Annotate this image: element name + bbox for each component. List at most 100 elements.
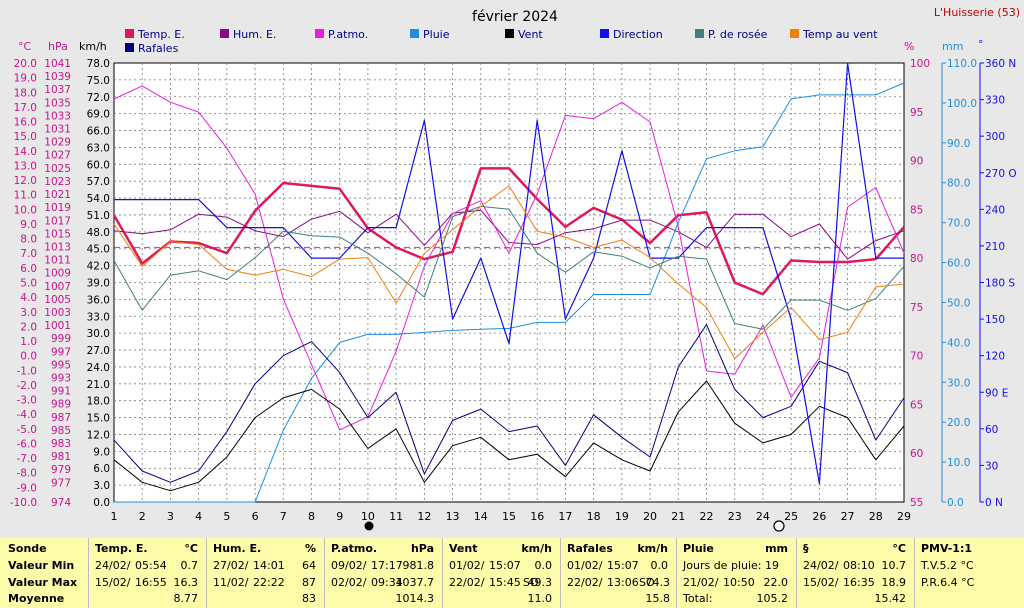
temp-tick-label: 9.0: [20, 219, 37, 231]
temp-tick-label: 19.0: [14, 73, 37, 85]
wind-tick-label: 66.0: [87, 126, 110, 138]
pressure-tick-label: 977: [51, 477, 71, 489]
temp-tick-label: -10.0: [10, 497, 37, 509]
pressure-tick-label: 987: [51, 412, 71, 424]
pressure-tick-label: 1019: [44, 202, 71, 214]
temp-tick-label: 10.0: [14, 204, 37, 216]
x-tick-label: 2: [139, 510, 146, 523]
stats-col-header: Hum. E.: [213, 542, 262, 555]
max-value: 1037.7: [395, 576, 435, 589]
min-date: 27/02/: [213, 559, 249, 572]
rain-tick-label: 100.0: [947, 98, 977, 110]
temp-axis-unit: °C: [18, 40, 32, 53]
max-value: 18.9: [881, 576, 907, 589]
pressure-tick-label: 1025: [44, 163, 71, 175]
wind-tick-label: 57.0: [87, 176, 110, 188]
min-date: 01/02/: [567, 559, 603, 572]
stats-col-header: Pluie: [683, 542, 714, 555]
temp-tick-label: 18.0: [14, 87, 37, 99]
stats-col-header: Vent: [449, 542, 478, 555]
stats-col-unit: mm: [765, 542, 788, 555]
max-value: 74.3: [645, 576, 671, 589]
min-value: 0.0: [650, 559, 669, 572]
pressure-tick-label: 989: [51, 399, 71, 411]
x-tick-label: 29: [897, 510, 911, 523]
min-value: 981.8: [402, 559, 435, 572]
new-moon-icon: [773, 520, 785, 532]
temp-tick-label: 15.0: [14, 131, 37, 143]
min-value: 10.7: [881, 559, 907, 572]
wind-tick-label: 0.0: [93, 497, 110, 509]
direction-axis-unit: °: [978, 38, 984, 51]
humidity-tick-label: 85: [910, 204, 923, 216]
pressure-tick-label: 1037: [44, 84, 71, 96]
legend-swatch: [125, 43, 134, 52]
legend-label: Vent: [518, 28, 543, 41]
avg-value: 11.0: [527, 592, 553, 605]
stats-col-rain: Pluie mm Jours de pluie: 19 21/02/ 10:50…: [677, 538, 797, 608]
max-time: 13:06: [607, 576, 639, 589]
wind-tick-label: 12.0: [87, 429, 110, 441]
direction-tick-label: 90 E: [985, 387, 1008, 399]
stats-col-header: P.atmo.: [331, 542, 378, 555]
temp-tick-label: 5.0: [20, 278, 37, 290]
rain-tick-label: 50.0: [947, 297, 970, 309]
wind-tick-label: 72.0: [87, 92, 110, 104]
pressure-tick-label: 981: [51, 451, 71, 463]
max-value: 22.0: [763, 576, 789, 589]
wind-axis-unit: km/h: [79, 40, 107, 53]
x-tick-label: 28: [869, 510, 883, 523]
x-tick-label: 7: [280, 510, 287, 523]
rain-axis-unit: mm: [942, 40, 963, 53]
stats-table: Sonde Valeur Min Valeur Max Moyenne Temp…: [0, 538, 1024, 608]
legend-label: Rafales: [138, 42, 179, 55]
direction-tick-label: 0 N: [985, 497, 1003, 509]
series-line-rafales: [113, 324, 905, 483]
x-tick-label: 25: [784, 510, 798, 523]
x-tick-label: 17: [558, 510, 572, 523]
temp-tick-label: 7.0: [20, 248, 37, 260]
stats-col-header: Temp. E.: [95, 542, 148, 555]
pressure-tick-label: 993: [51, 373, 71, 385]
pressure-axis-unit: hPa: [48, 40, 68, 53]
pressure-tick-label: 1033: [44, 110, 71, 122]
rain-tick-label: 110.0: [947, 58, 977, 70]
pressure-tick-label: 1009: [44, 268, 71, 280]
wind-tick-label: 18.0: [87, 396, 110, 408]
legend-swatch: [505, 29, 514, 38]
stats-col-temp: Temp. E. °C 24/02/ 05:54 0.7 15/02/ 16:5…: [89, 538, 207, 608]
pressure-tick-label: 979: [51, 464, 71, 476]
row-label-min: Valeur Min: [8, 559, 75, 572]
max-time: 16:55: [135, 576, 167, 589]
temp-tick-label: -4.0: [17, 409, 38, 421]
wind-tick-label: 39.0: [87, 278, 110, 290]
temp-tick-label: 3.0: [20, 307, 37, 319]
temp-tick-label: -1.0: [17, 365, 38, 377]
legend-label: Direction: [613, 28, 663, 41]
avg-value: 8.77: [173, 592, 199, 605]
x-tick-label: 10: [361, 510, 375, 523]
rain-tick-label: 20.0: [947, 417, 970, 429]
legend-swatch: [410, 29, 419, 38]
pressure-tick-label: 1029: [44, 137, 71, 149]
x-tick-label: 6: [252, 510, 259, 523]
row-label-avg: Moyenne: [8, 592, 65, 605]
pressure-tick-label: 1005: [44, 294, 71, 306]
min-time: 15:07: [489, 559, 521, 572]
left-axes: -10.0 -9.0 -8.0 -7.0 -6.0 -5.0 -4.0 -3.0 -2.0 -1.…: [10, 58, 110, 509]
min-time: 17:17: [371, 559, 403, 572]
legend-swatch: [695, 29, 704, 38]
x-tick-label: 5: [223, 510, 230, 523]
direction-tick-label: 300: [985, 131, 1005, 143]
direction-tick-label: 270 O: [985, 168, 1017, 180]
x-tick-label: 21: [671, 510, 685, 523]
pressure-tick-label: 1041: [44, 58, 71, 70]
stats-row-labels: Sonde Valeur Min Valeur Max Moyenne: [0, 538, 89, 608]
temp-tick-label: -9.0: [17, 482, 38, 494]
stats-col-section: § °C 24/02/ 08:10 10.7 15/02/ 16:35 18.9…: [797, 538, 915, 608]
rain-tick-label: 70.0: [947, 218, 970, 230]
row-label-sonde: Sonde: [8, 542, 47, 555]
rain-days: Jours de pluie: 19: [683, 559, 779, 572]
stats-col-unit: hPa: [410, 542, 434, 555]
rain-tick-label: 60.0: [947, 258, 970, 270]
